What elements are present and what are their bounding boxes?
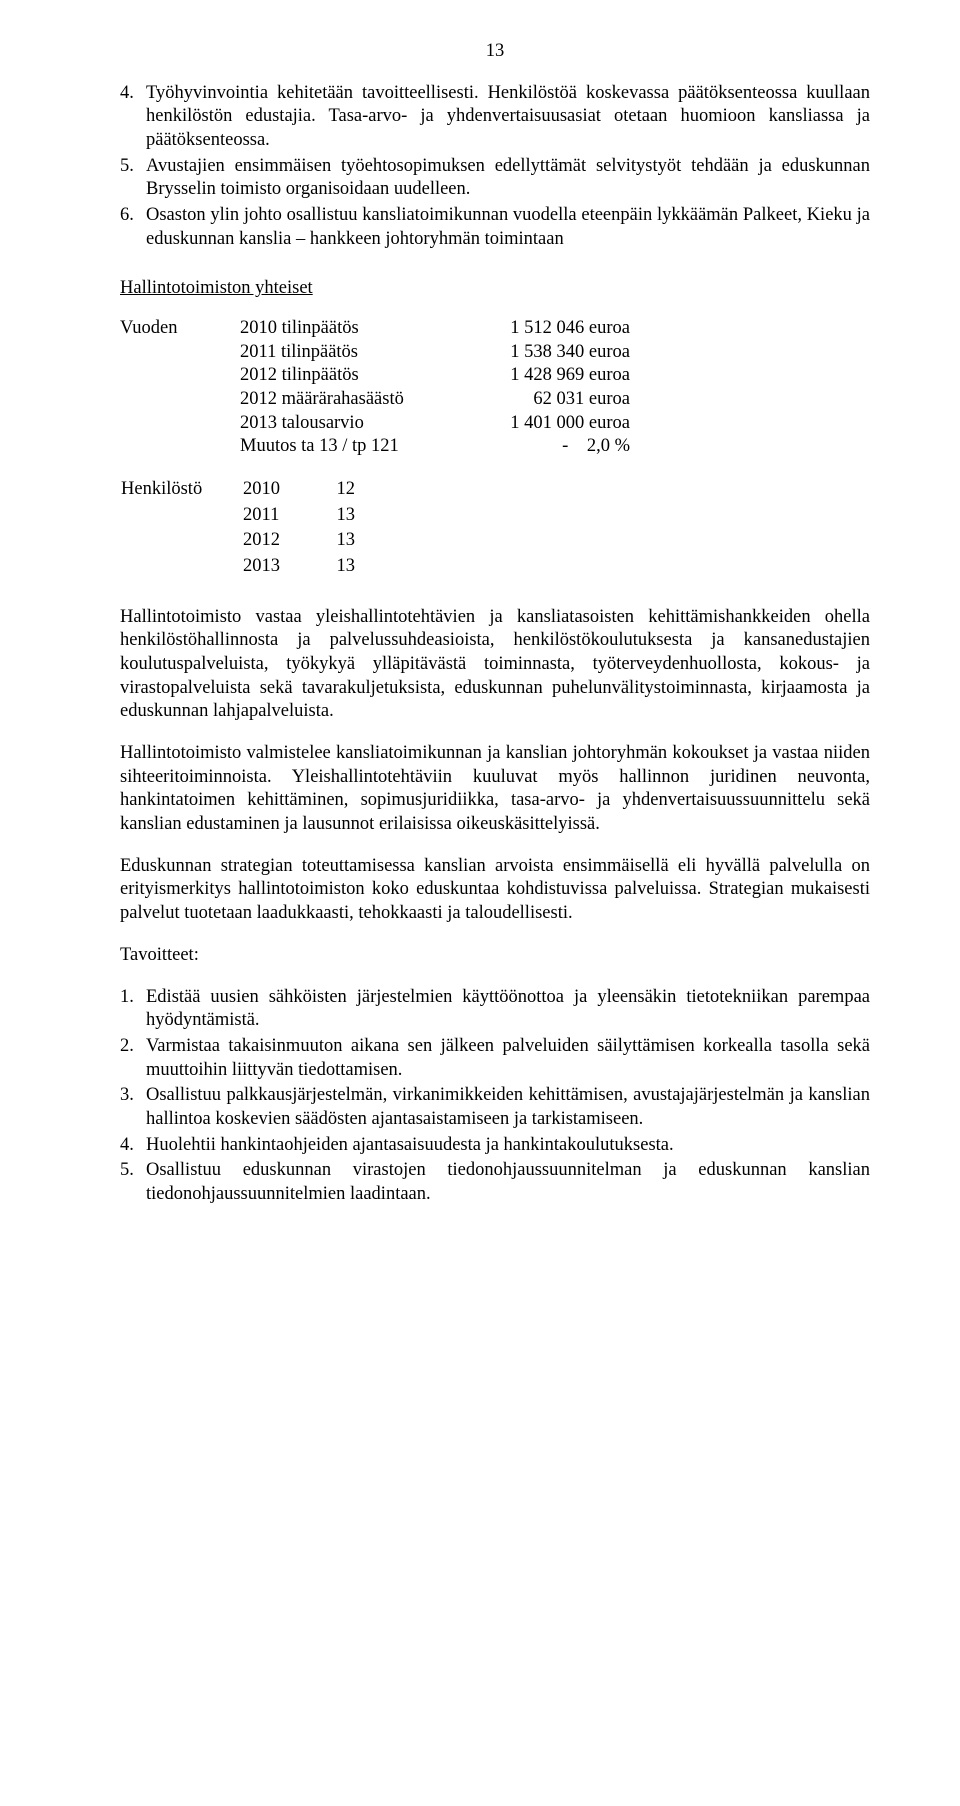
budget-row-value: - 2,0 % [470, 435, 630, 459]
table-row: 2011 tilinpäätös 1 538 340 euroa [120, 341, 630, 365]
staff-year: 2010 [242, 477, 314, 503]
budget-row-value: 1 401 000 euroa [470, 412, 630, 436]
table-row: 2012 tilinpäätös 1 428 969 euroa [120, 364, 630, 388]
table-row: 2012 määrärahasäästö 62 031 euroa [120, 388, 630, 412]
list-item-text: Osallistuu palkkausjärjestelmän, virkani… [146, 1084, 870, 1131]
budget-row-label: 2012 määrärahasäästö [240, 388, 470, 412]
staff-count: 13 [314, 554, 356, 580]
list-item: 5. Osallistuu eduskunnan virastojen tied… [120, 1159, 870, 1206]
list-item: 6. Osaston ylin johto osallistuu kanslia… [120, 204, 870, 251]
table-row: Muutos ta 13 / tp 121 - 2,0 % [120, 435, 630, 459]
list-item-text: Työhyvinvointia kehitetään tavoitteellis… [146, 82, 870, 153]
table-row: Vuoden 2010 tilinpäätös 1 512 046 euroa [120, 317, 630, 341]
numbered-list-top: 4. Työhyvinvointia kehitetään tavoitteel… [120, 82, 870, 252]
list-item-text: Varmistaa takaisinmuuton aikana sen jälk… [146, 1035, 870, 1082]
list-item-number: 3. [120, 1084, 146, 1131]
list-item-number: 4. [120, 82, 146, 153]
numbered-list-bottom: 1. Edistää uusien sähköisten järjestelmi… [120, 986, 870, 1207]
budget-row-label: Muutos ta 13 / tp 121 [240, 435, 470, 459]
list-item-number: 5. [120, 1159, 146, 1206]
list-item: 2. Varmistaa takaisinmuuton aikana sen j… [120, 1035, 870, 1082]
budget-lead-label: Vuoden [120, 317, 240, 341]
staff-year: 2011 [242, 503, 314, 529]
body-paragraph: Hallintotoimisto valmistelee kansliatoim… [120, 742, 870, 837]
section-title: Hallintotoimiston yhteiset [120, 277, 870, 301]
budget-row-value: 1 428 969 euroa [470, 364, 630, 388]
budget-row-label: 2013 talousarvio [240, 412, 470, 436]
staff-year: 2012 [242, 528, 314, 554]
staff-count: 12 [314, 477, 356, 503]
page-number: 13 [120, 40, 870, 64]
list-item: 1. Edistää uusien sähköisten järjestelmi… [120, 986, 870, 1033]
list-item-number: 4. [120, 1134, 146, 1158]
budget-row-value: 62 031 euroa [470, 388, 630, 412]
list-item-number: 5. [120, 155, 146, 202]
staff-lead-label: Henkilöstö [120, 477, 242, 503]
list-item-text: Huolehtii hankintaohjeiden ajantasaisuud… [146, 1134, 870, 1158]
list-item: 3. Osallistuu palkkausjärjestelmän, virk… [120, 1084, 870, 1131]
budget-row-label: 2011 tilinpäätös [240, 341, 470, 365]
staff-table: Henkilöstö 2010 12 2011 13 2012 13 2013 … [120, 477, 356, 580]
budget-row-label: 2010 tilinpäätös [240, 317, 470, 341]
goals-label: Tavoitteet: [120, 944, 870, 968]
list-item-text: Osallistuu eduskunnan virastojen tiedono… [146, 1159, 870, 1206]
list-item-number: 1. [120, 986, 146, 1033]
body-paragraph: Eduskunnan strategian toteuttamisessa ka… [120, 855, 870, 926]
list-item-number: 2. [120, 1035, 146, 1082]
table-row: 2013 talousarvio 1 401 000 euroa [120, 412, 630, 436]
table-row: 2011 13 [120, 503, 356, 529]
list-item-text: Edistää uusien sähköisten järjestelmien … [146, 986, 870, 1033]
table-row: 2012 13 [120, 528, 356, 554]
table-row: 2013 13 [120, 554, 356, 580]
list-item-text: Osaston ylin johto osallistuu kansliatoi… [146, 204, 870, 251]
list-item-text: Avustajien ensimmäisen työehtosopimuksen… [146, 155, 870, 202]
body-paragraph: Hallintotoimisto vastaa yleishallintoteh… [120, 606, 870, 724]
list-item: 5. Avustajien ensimmäisen työehtosopimuk… [120, 155, 870, 202]
staff-count: 13 [314, 503, 356, 529]
list-item-number: 6. [120, 204, 146, 251]
table-row: Henkilöstö 2010 12 [120, 477, 356, 503]
list-item: 4. Huolehtii hankintaohjeiden ajantasais… [120, 1134, 870, 1158]
staff-count: 13 [314, 528, 356, 554]
budget-row-value: 1 538 340 euroa [470, 341, 630, 365]
list-item: 4. Työhyvinvointia kehitetään tavoitteel… [120, 82, 870, 153]
budget-table: Vuoden 2010 tilinpäätös 1 512 046 euroa … [120, 317, 630, 459]
budget-row-label: 2012 tilinpäätös [240, 364, 470, 388]
budget-row-value: 1 512 046 euroa [470, 317, 630, 341]
staff-year: 2013 [242, 554, 314, 580]
